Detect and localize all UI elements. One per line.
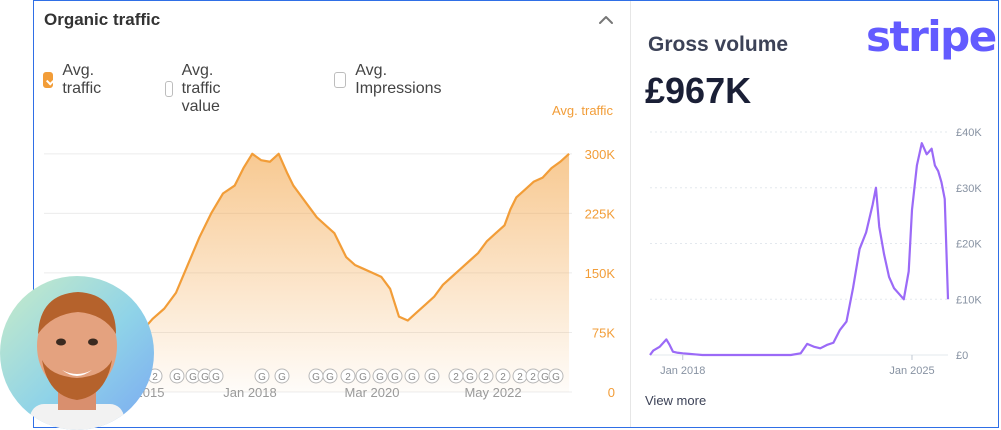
svg-text:G: G xyxy=(173,372,181,383)
google-update-marker-icon[interactable]: 2 xyxy=(495,368,511,384)
google-update-marker-icon[interactable]: G xyxy=(308,368,324,384)
svg-text:2: 2 xyxy=(453,372,459,383)
checkbox-icon[interactable] xyxy=(165,81,173,97)
google-update-marker-icon[interactable]: 2 xyxy=(448,368,464,384)
y-tick-label: £30K xyxy=(956,183,982,195)
x-tick-label: Mar 2020 xyxy=(345,385,400,400)
google-update-marker-icon[interactable]: 2 xyxy=(525,368,541,384)
y-tick-label: £20K xyxy=(956,239,982,251)
x-tick-label: Jan 2025 xyxy=(889,365,934,377)
svg-text:2: 2 xyxy=(500,372,506,383)
google-update-marker-icon[interactable]: G xyxy=(372,368,388,384)
legend-avg-traffic[interactable]: Avg. traffic xyxy=(43,62,107,98)
gross-volume-line xyxy=(649,142,950,357)
google-update-marker-icon[interactable]: 2 xyxy=(512,368,528,384)
y-tick-label: 0 xyxy=(608,385,615,400)
google-update-marker-icon[interactable]: G xyxy=(404,368,420,384)
google-update-marker-icon[interactable]: G xyxy=(197,368,213,384)
legend-label: Avg. traffic value xyxy=(181,62,221,115)
svg-text:G: G xyxy=(278,372,286,383)
google-update-marker-icon[interactable]: 2 xyxy=(340,368,356,384)
gross-volume-chart: £0 £10K £20K £30K £40K Jan 2018 Jan 2025 xyxy=(649,127,982,377)
view-more-link[interactable]: View more xyxy=(645,393,707,408)
svg-text:G: G xyxy=(376,372,384,383)
svg-text:2: 2 xyxy=(517,372,523,383)
svg-text:G: G xyxy=(541,372,549,383)
panel-divider xyxy=(630,1,631,427)
legend-avg-impressions[interactable]: Avg. Impressions xyxy=(334,62,445,98)
svg-text:2: 2 xyxy=(530,372,536,383)
y-tick-label: £0 xyxy=(956,350,968,362)
x-tick-label: Jan 2018 xyxy=(223,385,277,400)
checkbox-icon[interactable] xyxy=(334,72,347,88)
legend-label: Avg. traffic xyxy=(62,62,102,97)
traffic-area-fill xyxy=(70,153,570,392)
gross-volume-title: Gross volume xyxy=(648,33,789,56)
svg-text:G: G xyxy=(428,372,436,383)
y-axis-series-caption: Avg. traffic xyxy=(552,103,613,118)
x-tick-label: May 2022 xyxy=(464,385,521,400)
google-update-marker-icon[interactable]: G xyxy=(274,368,290,384)
gross-volume-value: £967K xyxy=(645,70,752,111)
x-tick-label: Jan 2018 xyxy=(660,365,705,377)
google-update-marker-icon[interactable]: G xyxy=(169,368,185,384)
svg-text:G: G xyxy=(189,372,197,383)
y-tick-label: 225K xyxy=(585,206,616,221)
svg-text:G: G xyxy=(212,372,220,383)
google-update-marker-icon[interactable]: G xyxy=(254,368,270,384)
svg-text:G: G xyxy=(391,372,399,383)
y-tick-label: £40K xyxy=(956,127,982,139)
google-update-marker-icon[interactable]: G xyxy=(548,368,564,384)
y-tick-label: 300K xyxy=(585,147,616,162)
checkbox-checked-icon[interactable] xyxy=(43,72,54,88)
svg-text:G: G xyxy=(312,372,320,383)
svg-text:G: G xyxy=(408,372,416,383)
stripe-logo: stripe xyxy=(866,12,997,61)
google-update-marker-icon[interactable]: G xyxy=(424,368,440,384)
svg-text:2: 2 xyxy=(483,372,489,383)
traffic-line xyxy=(70,152,570,390)
y-tick-label: 75K xyxy=(592,325,615,340)
svg-text:G: G xyxy=(326,372,334,383)
chevron-up-icon[interactable] xyxy=(597,12,615,26)
google-update-marker-icon[interactable]: G xyxy=(462,368,478,384)
avatar xyxy=(0,276,154,430)
svg-text:G: G xyxy=(466,372,474,383)
google-update-marker-icon[interactable]: G xyxy=(355,368,371,384)
y-tick-label: £10K xyxy=(956,294,982,306)
person-photo-icon xyxy=(30,292,124,430)
y-tick-label: 150K xyxy=(585,266,616,281)
svg-text:G: G xyxy=(359,372,367,383)
svg-text:2: 2 xyxy=(152,372,158,383)
google-update-marker-icon[interactable]: G xyxy=(208,368,224,384)
organic-traffic-title: Organic traffic xyxy=(44,10,161,29)
google-update-marker-icon[interactable]: 2 xyxy=(478,368,494,384)
google-update-marker-icon[interactable]: G xyxy=(322,368,338,384)
legend-avg-traffic-value[interactable]: Avg. traffic value xyxy=(165,62,229,116)
svg-text:2: 2 xyxy=(345,372,351,383)
svg-text:G: G xyxy=(552,372,560,383)
svg-text:G: G xyxy=(258,372,266,383)
svg-text:G: G xyxy=(201,372,209,383)
legend-label: Avg. Impressions xyxy=(355,62,442,97)
google-update-marker-icon[interactable]: G xyxy=(387,368,403,384)
